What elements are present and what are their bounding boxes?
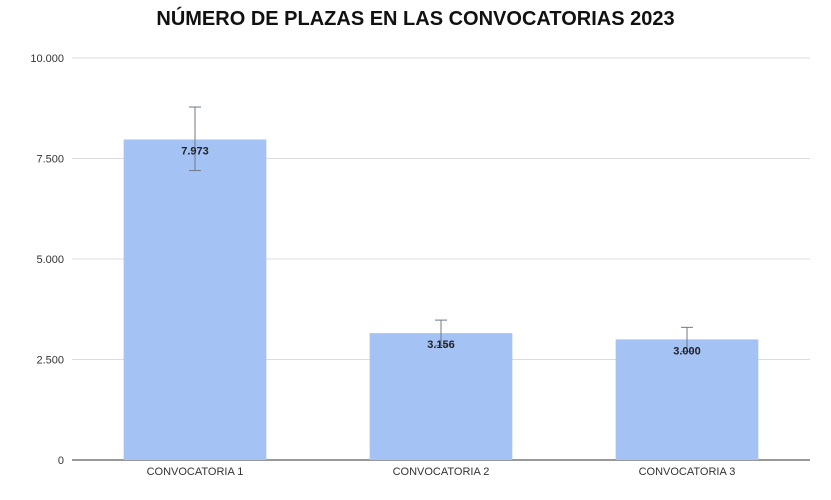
y-tick-label: 5.000 xyxy=(36,254,64,266)
data-label: 3.000 xyxy=(673,345,701,357)
data-label: 7.973 xyxy=(181,145,209,157)
x-category-label: CONVOCATORIA 3 xyxy=(639,466,736,478)
x-category-label: CONVOCATORIA 1 xyxy=(147,466,244,478)
y-tick-label: 2.500 xyxy=(36,355,64,367)
chart-title: NÚMERO DE PLAZAS EN LAS CONVOCATORIAS 20… xyxy=(156,8,675,30)
bar xyxy=(615,339,759,460)
y-tick-label: 0 xyxy=(58,455,64,467)
y-tick-label: 7.500 xyxy=(36,154,64,166)
bar xyxy=(369,333,513,460)
y-tick-label: 10.000 xyxy=(30,53,64,65)
x-category-label: CONVOCATORIA 2 xyxy=(393,466,490,478)
bar xyxy=(123,139,267,460)
data-label: 3.156 xyxy=(427,339,455,351)
